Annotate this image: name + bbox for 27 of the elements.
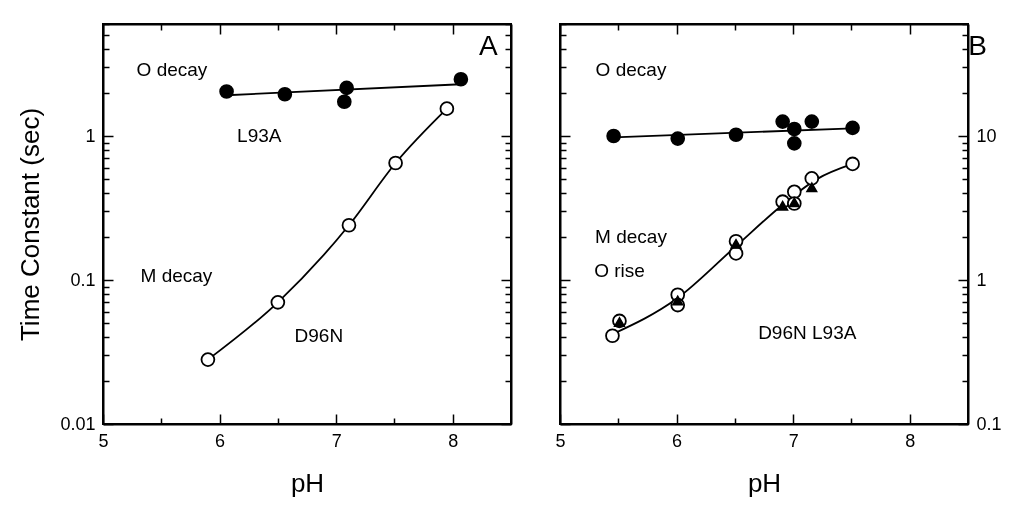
y-tick-label: 1: [85, 125, 96, 146]
x-axis-title: pH: [290, 467, 325, 498]
y-tick-label: 0.1: [70, 269, 96, 290]
y2-tick-label: 10: [976, 125, 997, 146]
y2-tick-label: 1: [976, 269, 987, 290]
x-tick-label: 5: [555, 430, 566, 451]
annotation: D96N L93A: [758, 321, 857, 343]
annotation: M decay: [595, 225, 668, 247]
chart-title: A: [479, 30, 499, 61]
y-tick-label: 0.01: [60, 413, 96, 434]
annotation: M decay: [140, 265, 213, 286]
x-axis-title: pH: [747, 467, 782, 498]
annotation: D96N: [294, 325, 344, 346]
annotation: O decay: [136, 58, 208, 80]
x-tick-label: 8: [448, 430, 459, 451]
x-tick-label: 5: [98, 430, 109, 451]
annotation: O decay: [595, 58, 667, 80]
x-tick-label: 7: [331, 430, 342, 451]
y2-tick-label: 0.1: [976, 413, 1002, 434]
annotation: O rise: [594, 260, 645, 282]
x-tick-label: 6: [215, 430, 226, 451]
y-axis-title: Time Constant (sec): [15, 107, 46, 342]
x-tick-label: 8: [905, 430, 916, 451]
annotation: L93A: [237, 125, 282, 146]
x-tick-label: 7: [788, 430, 799, 451]
chart-title: B: [968, 30, 988, 61]
x-tick-label: 6: [672, 430, 683, 451]
